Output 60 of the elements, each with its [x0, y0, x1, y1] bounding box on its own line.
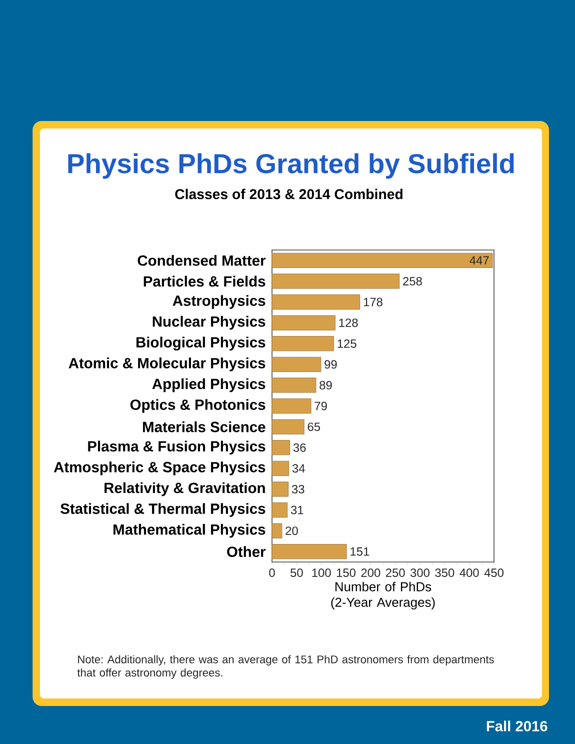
x-tick-label: 400: [460, 568, 479, 577]
y-tick-label: Optics & Photonics: [130, 399, 266, 413]
bar: [272, 378, 316, 393]
text: Note: Additionally, there was an average of 151 PhD astronomers from departments that offer astronomy degrees.: [77, 655, 494, 679]
y-tick-label: Particles & Fields: [144, 276, 266, 287]
data-label: 33: [292, 484, 304, 494]
data-label: 125: [338, 339, 356, 348]
data-label: 178: [364, 298, 382, 306]
y-tick-label: Astrophysics: [172, 295, 266, 309]
bar: [272, 440, 290, 456]
y-tick-label: Atomic & Molecular Physics: [68, 358, 266, 372]
x-tick-label: 150: [336, 568, 356, 577]
y-tick-label: Plasma & Fusion Physics: [88, 440, 266, 454]
bar: [272, 523, 282, 538]
bar: [272, 356, 322, 372]
x-axis-title: Number of PhDs (2-Year Averages): [331, 582, 435, 610]
y-tick-label: Condensed Matter: [138, 254, 266, 266]
data-label: 20: [286, 526, 298, 536]
bar: [272, 544, 347, 560]
bar: [272, 252, 493, 268]
data-label: 65: [308, 422, 320, 432]
x-tick-label: 200: [361, 568, 380, 577]
data-label: 36: [293, 443, 306, 452]
data-label: 79: [314, 402, 327, 410]
bar: [272, 294, 360, 310]
data-label: 447: [470, 256, 489, 265]
x-tick-label: 450: [484, 568, 504, 577]
y-tick-label: Biological Physics: [136, 336, 266, 351]
text: Fall 2016: [486, 720, 548, 732]
bar: [272, 336, 334, 352]
data-label: 151: [350, 547, 370, 556]
data-label: 89: [320, 380, 332, 390]
y-tick-label: Mathematical Physics: [114, 524, 266, 538]
y-tick-label: Relativity & Gravitation: [104, 482, 265, 496]
data-label: 258: [403, 276, 422, 286]
bar: [272, 315, 336, 330]
bar: [272, 460, 290, 476]
data-label: 128: [339, 318, 358, 328]
x-tick-label: 350: [435, 568, 454, 577]
y-tick-label: Materials Science: [143, 421, 266, 432]
y-tick-label: Atmospheric & Space Physics: [54, 462, 266, 476]
x-tick-label: 50: [290, 568, 303, 577]
y-tick-label: Statistical & Thermal Physics: [60, 503, 266, 517]
bar: [272, 419, 304, 434]
y-tick-label: Other: [227, 546, 266, 558]
y-tick-label: Applied Physics: [152, 378, 266, 392]
bar: [272, 398, 312, 414]
data-label: 99: [324, 360, 337, 369]
chart-title: Physics PhDs Granted by Subfield: [68, 153, 514, 179]
data-label: 31: [290, 506, 304, 514]
bar: [272, 502, 288, 518]
x-tick-label: 100: [312, 568, 331, 577]
x-tick-label: 0: [269, 568, 275, 577]
bar: [272, 482, 289, 497]
y-tick-label: Nuclear Physics: [152, 316, 266, 330]
bar: [272, 274, 400, 289]
data-label: 34: [292, 464, 305, 473]
chart-subtitle: Classes of 2013 & 2014 Combined: [175, 188, 402, 200]
x-tick-label: 250: [386, 568, 405, 577]
x-tick-label: 300: [410, 568, 430, 577]
